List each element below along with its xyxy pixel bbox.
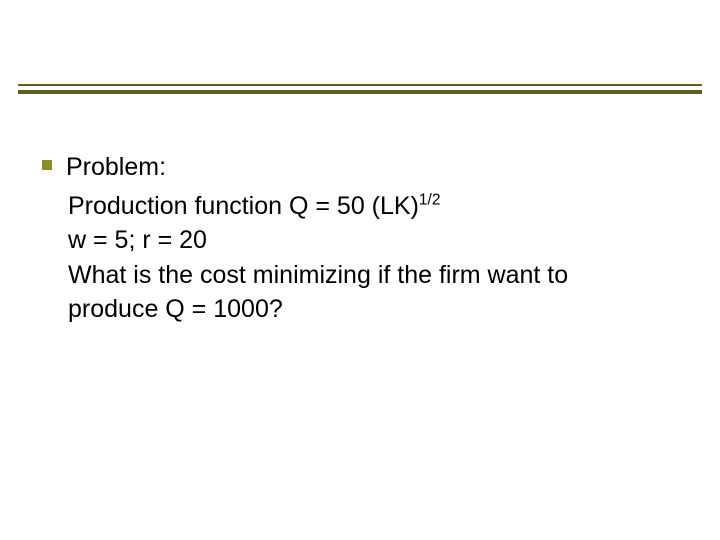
body-line-4: produce Q = 1000? [68, 292, 690, 327]
body-line-1-sup: 1/2 [419, 191, 441, 208]
bullet-label: Problem: [66, 150, 166, 185]
body-line-1-pre: Production function Q = 50 (LK) [68, 192, 419, 220]
divider-thin [18, 84, 702, 86]
body-line-2: w = 5; r = 20 [68, 223, 690, 258]
divider-thick [18, 90, 702, 94]
body-line-1: Production function Q = 50 (LK)1/2 [68, 189, 690, 224]
square-bullet-icon [42, 160, 52, 170]
slide-content: Problem: Production function Q = 50 (LK)… [42, 150, 690, 327]
body-line-3: What is the cost minimizing if the firm … [68, 258, 690, 293]
bullet-row: Problem: [42, 150, 690, 185]
